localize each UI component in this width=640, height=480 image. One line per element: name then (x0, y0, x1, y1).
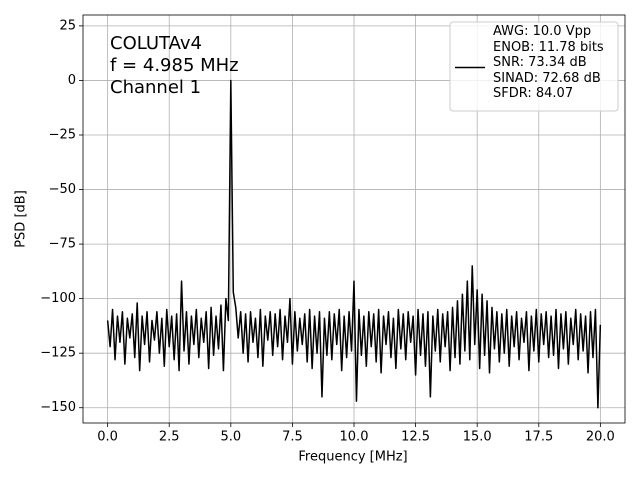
y-tick-label: −25 (49, 128, 76, 143)
x-axis-label: Frequency [MHz] (298, 450, 407, 465)
y-tick-label: −100 (40, 291, 76, 306)
legend-box (449, 21, 619, 112)
annotation: f = 4.985 MHz (110, 55, 239, 76)
x-tick-label: 15.0 (463, 430, 492, 445)
x-tick-label: 7.5 (282, 430, 303, 445)
y-tick-label: 25 (59, 18, 76, 33)
annotation: Channel 1 (110, 77, 201, 98)
x-tick-label: 2.5 (159, 430, 180, 445)
x-tick-label: 0.0 (97, 430, 118, 445)
y-axis-label: PSD [dB] (14, 190, 29, 248)
legend-entry: AWG: 10.0 Vpp ENOB: 11.78 bits SNR: 73.3… (493, 24, 604, 102)
y-tick-label: −50 (49, 182, 76, 197)
legend-label: AWG: 10.0 Vpp ENOB: 11.78 bits SNR: 73.3… (493, 24, 604, 102)
y-tick-label: −150 (40, 400, 76, 415)
plot-frame (82, 14, 626, 424)
x-tick-label: 10.0 (340, 430, 369, 445)
x-tick-label: 5.0 (220, 430, 241, 445)
x-tick-label: 12.5 (401, 430, 430, 445)
y-tick-label: −75 (49, 237, 76, 252)
psd-line (106, 79, 602, 409)
x-tick-label: 20.0 (586, 430, 615, 445)
x-tick-label: 17.5 (524, 430, 553, 445)
y-tick-label: 0 (68, 73, 76, 88)
y-tick-label: −125 (40, 346, 76, 361)
annotation: COLUTAv4 (110, 33, 202, 54)
